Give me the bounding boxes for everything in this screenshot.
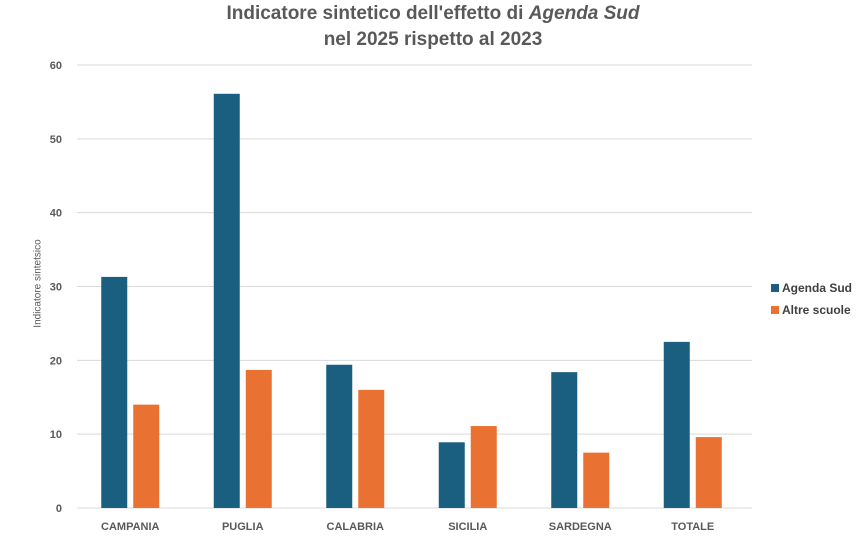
bar-altre-scuole-puglia: [245, 369, 272, 508]
bar-altre-scuole-calabria: [358, 389, 385, 508]
x-tick-label: SARDEGNA: [549, 521, 612, 533]
bar-agenda-sud-puglia: [213, 93, 240, 509]
bar-agenda-sud-sicilia: [438, 442, 465, 508]
chart-title-line1: Indicatore sintetico dell'effetto di Age…: [200, 2, 666, 25]
legend-item-altre-scuole: Altre scuole: [771, 299, 852, 321]
bar-agenda-sud-totale: [663, 341, 690, 508]
legend-item-agenda-sud: Agenda Sud: [771, 277, 852, 299]
x-tick-label: CALABRIA: [327, 521, 384, 533]
bar-agenda-sud-campania: [101, 276, 128, 508]
legend: Agenda Sud Altre scuole: [771, 277, 852, 321]
bar-altre-scuole-sicilia: [470, 426, 497, 508]
x-tick-label: TOTALE: [671, 521, 714, 533]
y-tick-label: 0: [56, 503, 62, 515]
y-tick-label: 40: [50, 208, 62, 220]
bar-agenda-sud-calabria: [326, 364, 353, 508]
x-tick-label: SICILIA: [448, 521, 487, 533]
title-text: Indicatore sintetico dell'effetto di: [226, 3, 529, 24]
legend-swatch-agenda-sud: [771, 284, 779, 292]
y-tick-label: 50: [50, 134, 62, 146]
bar-altre-scuole-campania: [133, 404, 160, 508]
title-italic-text: Agenda Sud: [528, 3, 640, 24]
legend-swatch-altre-scuole: [771, 306, 779, 314]
x-tick-label: PUGLIA: [222, 521, 264, 533]
bar-agenda-sud-sardegna: [551, 372, 578, 508]
y-tick-label: 60: [50, 60, 62, 72]
chart-title-line2: nel 2025 rispetto al 2023: [323, 29, 543, 50]
y-tick-label: 20: [50, 355, 62, 367]
bar-altre-scuole-sardegna: [583, 452, 610, 508]
bar-altre-scuole-totale: [695, 437, 722, 508]
x-tick-label: CAMPANIA: [101, 521, 160, 533]
y-tick-label: 10: [50, 429, 62, 441]
legend-label-agenda-sud: Agenda Sud: [782, 281, 853, 295]
legend-label-altre-scuole: Altre scuole: [782, 303, 851, 317]
y-tick-label: 30: [50, 282, 62, 294]
